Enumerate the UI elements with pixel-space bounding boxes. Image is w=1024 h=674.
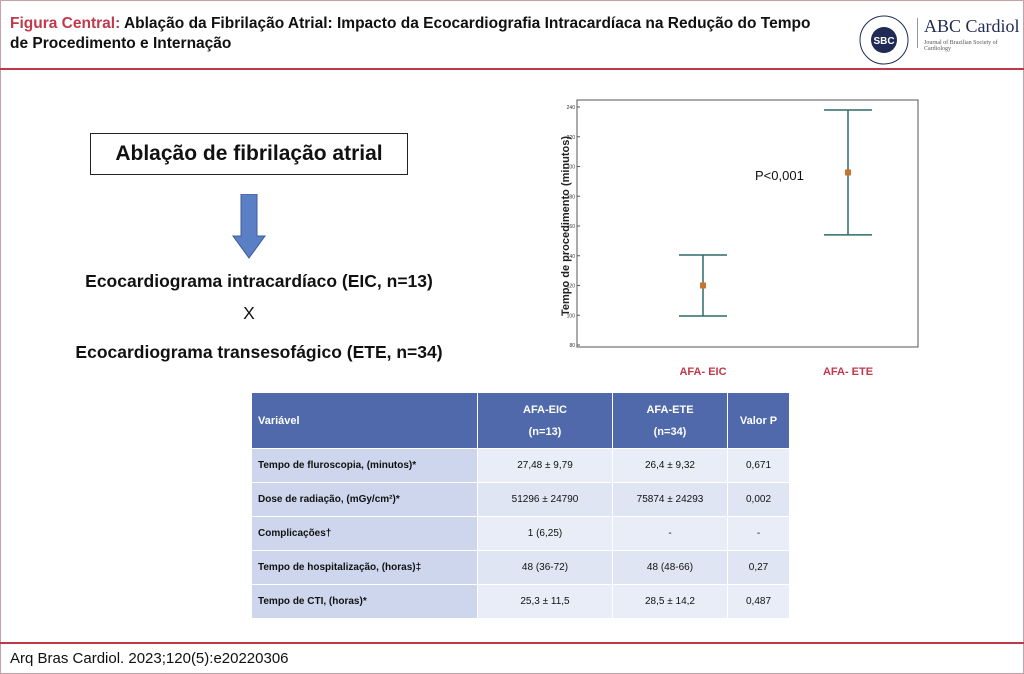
footer-rule	[0, 642, 1024, 644]
y-tick-label: 180	[567, 194, 576, 200]
chart: 80 100 120 140 160 180 200 220 240 Tempo de proce…	[560, 99, 919, 378]
cell-text: 48 (36-72)	[521, 562, 569, 573]
cell-text: (n=34)	[653, 425, 687, 438]
cell-text: 25,3 ± 11,5	[520, 596, 570, 607]
x-tick-label: AFA- ETE	[823, 366, 873, 378]
y-tick-label: 80	[569, 343, 575, 349]
table-cell: -	[728, 517, 790, 551]
plot-frame	[576, 99, 919, 348]
diagram-box: Ablação de fibrilação atrial	[90, 133, 408, 175]
sbc-text: SBC	[873, 36, 894, 47]
y-tick-label: 100	[567, 313, 576, 319]
table-cell: 0,487	[728, 585, 790, 619]
cell-text: AFA-EIC	[523, 403, 567, 416]
table-cell: 25,3 ± 11,5	[478, 585, 613, 619]
title-lead: Figura Central:	[10, 15, 121, 32]
cell-text: Tempo de CTI, (horas)*	[258, 596, 367, 607]
title-text: Ablação da Fibrilação Atrial: Impacto da…	[10, 15, 811, 52]
diagram-line: Ecocardiograma transesofágico (ETE, n=34…	[75, 342, 443, 362]
table-cell: 75874 ± 24293	[613, 483, 728, 517]
footer: Arq Bras Cardiol. 2023;120(5):e20220306	[10, 650, 289, 667]
table-cell: 26,4 ± 9,32	[613, 449, 728, 483]
cell-text: 0,002	[745, 494, 772, 505]
logo-separator	[917, 18, 918, 48]
table-cell: 1 (6,25)	[478, 517, 613, 551]
cell-text: 51296 ± 24790	[511, 494, 579, 505]
cell-text: Tempo de fluroscopia, (minutos)*	[258, 460, 417, 471]
y-axis-label: Tempo de procedimento (minutos)	[560, 136, 572, 316]
cell-text: 0,487	[745, 596, 772, 607]
table-cell: 48 (36-72)	[478, 551, 613, 585]
cell-text: 0,671	[745, 460, 772, 471]
y-tick-label: 160	[567, 224, 576, 230]
diagram-vs: X	[243, 303, 255, 323]
table-cell: Tempo de CTI, (horas)*	[252, 585, 478, 619]
mean-marker	[845, 169, 851, 176]
cell-text: 26,4 ± 9,32	[645, 460, 695, 471]
table-cell: Dose de radiação, (mGy/cm²)*	[252, 483, 478, 517]
table-cell: 0,27	[728, 551, 790, 585]
header-cell: Valor P	[728, 393, 790, 449]
y-tick-label: 220	[567, 135, 576, 141]
y-tick-label: 140	[567, 254, 576, 260]
header-cell: Variável	[252, 393, 478, 449]
annotation: P<0,001	[755, 168, 804, 183]
cell-text: Dose de radiação, (mGy/cm²)*	[258, 494, 400, 505]
sbc-logo: SBC	[859, 15, 909, 65]
cell-text: Complicações†	[258, 528, 332, 539]
header-cell: AFA-EIC (n=13)	[478, 393, 613, 449]
arrow	[232, 194, 266, 259]
cell-text: Tempo de hospitalização, (horas)‡	[258, 562, 422, 573]
mean-marker	[700, 282, 706, 289]
y-tick-label: 240	[567, 105, 576, 111]
table-cell: Complicações†	[252, 517, 478, 551]
abc-logo: ABC Cardiol	[924, 16, 1020, 36]
cell-text: -	[756, 528, 761, 539]
cell-text: 27,48 ± 9,79	[517, 460, 573, 471]
table-cell: Tempo de hospitalização, (horas)‡	[252, 551, 478, 585]
cell-text: 28,5 ± 14,2	[645, 596, 695, 607]
cell-text: -	[668, 528, 672, 539]
cell-text: AFA-ETE	[646, 403, 694, 416]
table-cell: 27,48 ± 9,79	[478, 449, 613, 483]
abc-subtitle: Journal of Brazilian Society of Cardiolo…	[924, 40, 998, 52]
y-tick-label: 200	[567, 165, 576, 171]
table-cell: 51296 ± 24790	[478, 483, 613, 517]
cell-text: 0,27	[748, 562, 769, 573]
table-cell: 48 (48-66)	[613, 551, 728, 585]
cell-text: Valor P	[739, 414, 778, 427]
cell-text: 48 (48-66)	[646, 562, 694, 573]
y-tick-label: 120	[567, 284, 576, 290]
title: Figura Central: Ablação da Fibrilação At…	[10, 14, 830, 54]
x-tick-label: AFA- EIC	[679, 366, 726, 378]
table-cell: 28,5 ± 14,2	[613, 585, 728, 619]
table-cell: 0,002	[728, 483, 790, 517]
cell-text: 1 (6,25)	[527, 528, 563, 539]
cell-text: 75874 ± 24293	[636, 494, 704, 505]
table-cell: 0,671	[728, 449, 790, 483]
header-cell: AFA-ETE (n=34)	[613, 393, 728, 449]
cell-text: (n=13)	[528, 425, 562, 438]
cell-text: Variável	[258, 414, 300, 427]
table-cell: -	[613, 517, 728, 551]
header-rule	[0, 68, 1024, 70]
diagram-line: Ecocardiograma intracardíaco (EIC, n=13)	[85, 271, 433, 291]
table-cell: Tempo de fluroscopia, (minutos)*	[252, 449, 478, 483]
